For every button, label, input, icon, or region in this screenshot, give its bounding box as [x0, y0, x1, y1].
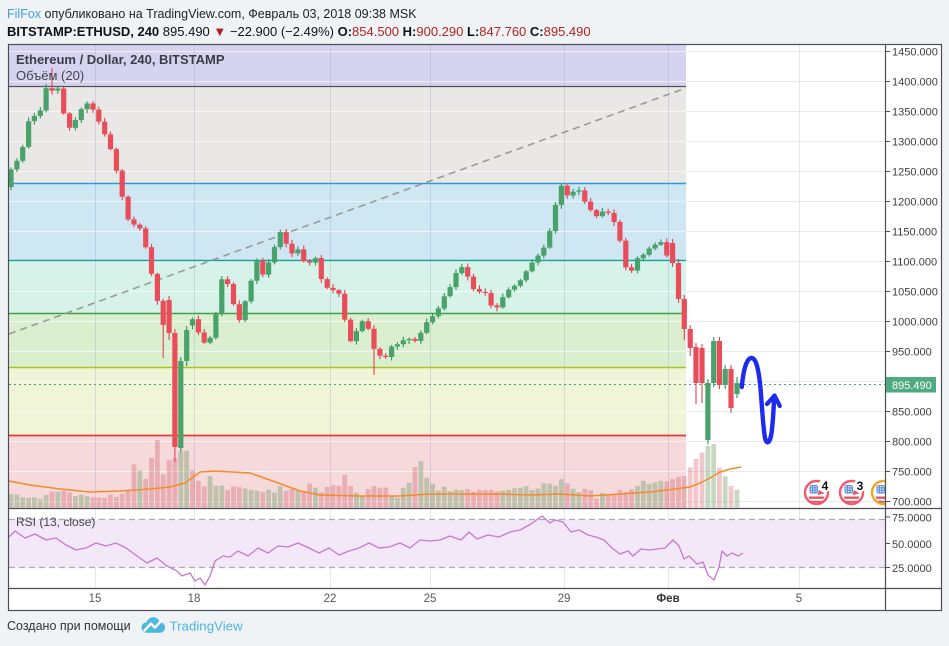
- svg-text:TradingView: TradingView: [170, 619, 244, 634]
- svg-text:Фев: Фев: [656, 593, 679, 605]
- svg-text:700.000: 700.000: [892, 497, 932, 509]
- svg-text:1050.000: 1050.000: [892, 287, 938, 299]
- svg-text:1450.000: 1450.000: [892, 47, 938, 59]
- svg-text:1400.000: 1400.000: [892, 77, 938, 89]
- svg-text:25: 25: [424, 593, 437, 605]
- svg-text:1350.000: 1350.000: [892, 107, 938, 119]
- svg-text:RSI (13, close): RSI (13, close): [16, 515, 95, 529]
- svg-text:FilFox опубликовано на Trading: FilFox опубликовано на TradingView.com, …: [7, 7, 417, 21]
- svg-text:29: 29: [558, 593, 571, 605]
- svg-text:895.490: 895.490: [892, 380, 932, 392]
- svg-text:800.000: 800.000: [892, 437, 932, 449]
- svg-text:BITSTAMP:ETHUSD, 240 895.490: BITSTAMP:ETHUSD, 240 895.490 ▼ −22.900 (…: [7, 24, 591, 39]
- svg-text:1250.000: 1250.000: [892, 167, 938, 179]
- svg-text:22: 22: [324, 593, 337, 605]
- svg-text:75.0000: 75.0000: [892, 513, 932, 525]
- svg-text:850.000: 850.000: [892, 407, 932, 419]
- svg-text:1200.000: 1200.000: [892, 197, 938, 209]
- svg-text:1150.000: 1150.000: [892, 227, 937, 239]
- svg-text:Объём (20): Объём (20): [16, 68, 84, 83]
- svg-text:3: 3: [857, 479, 864, 493]
- svg-text:25.0000: 25.0000: [892, 563, 932, 575]
- svg-text:1300.000: 1300.000: [892, 137, 938, 149]
- svg-text:5: 5: [796, 593, 802, 605]
- svg-text:50.0000: 50.0000: [892, 539, 932, 551]
- svg-text:Создано при помощи: Создано при помощи: [7, 619, 131, 633]
- svg-text:4: 4: [822, 479, 829, 493]
- svg-text:18: 18: [188, 593, 201, 605]
- svg-text:Ethereum / Dollar, 240, BITSTA: Ethereum / Dollar, 240, BITSTAMP: [16, 52, 225, 67]
- svg-text:1100.000: 1100.000: [892, 257, 937, 269]
- svg-text:1000.000: 1000.000: [892, 317, 938, 329]
- svg-text:15: 15: [89, 593, 102, 605]
- svg-text:950.000: 950.000: [892, 347, 932, 359]
- svg-text:750.000: 750.000: [892, 467, 932, 479]
